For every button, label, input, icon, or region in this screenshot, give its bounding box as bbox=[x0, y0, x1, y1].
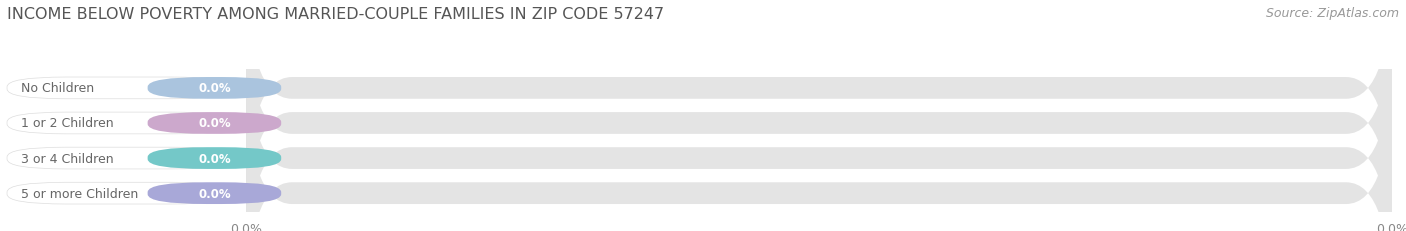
Text: 5 or more Children: 5 or more Children bbox=[21, 187, 138, 200]
FancyBboxPatch shape bbox=[7, 78, 231, 99]
FancyBboxPatch shape bbox=[148, 182, 281, 204]
FancyBboxPatch shape bbox=[7, 148, 231, 169]
FancyBboxPatch shape bbox=[246, 0, 1392, 217]
Text: Source: ZipAtlas.com: Source: ZipAtlas.com bbox=[1265, 7, 1399, 20]
Text: 0.0%: 0.0% bbox=[198, 187, 231, 200]
Text: 3 or 4 Children: 3 or 4 Children bbox=[21, 152, 114, 165]
Text: 0.0%: 0.0% bbox=[198, 152, 231, 165]
Text: 1 or 2 Children: 1 or 2 Children bbox=[21, 117, 114, 130]
Text: 0.0%: 0.0% bbox=[198, 117, 231, 130]
Text: No Children: No Children bbox=[21, 82, 94, 95]
FancyBboxPatch shape bbox=[246, 30, 1392, 231]
FancyBboxPatch shape bbox=[7, 113, 231, 134]
FancyBboxPatch shape bbox=[148, 78, 281, 99]
FancyBboxPatch shape bbox=[148, 113, 281, 134]
FancyBboxPatch shape bbox=[246, 0, 1392, 231]
FancyBboxPatch shape bbox=[148, 148, 281, 169]
Text: INCOME BELOW POVERTY AMONG MARRIED-COUPLE FAMILIES IN ZIP CODE 57247: INCOME BELOW POVERTY AMONG MARRIED-COUPL… bbox=[7, 7, 664, 22]
Text: 0.0%: 0.0% bbox=[198, 82, 231, 95]
FancyBboxPatch shape bbox=[246, 64, 1392, 231]
FancyBboxPatch shape bbox=[7, 182, 231, 204]
